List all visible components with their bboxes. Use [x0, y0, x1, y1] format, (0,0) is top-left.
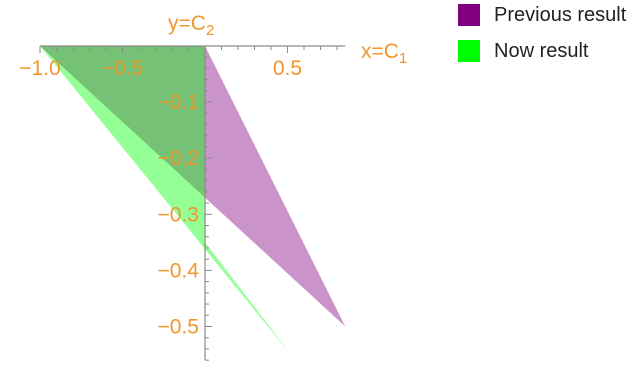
y-tick-label: −0.5 — [158, 316, 199, 339]
legend-label-now-result: Now result — [494, 39, 589, 62]
region-now-result — [40, 46, 291, 355]
y-axis-label: y=C2 — [168, 12, 214, 39]
x-tick-label: −1.0 — [19, 57, 60, 80]
legend-item-now-result: Now result — [458, 36, 626, 66]
legend-swatch-previous-result — [458, 4, 480, 26]
legend: Previous result Now result — [458, 0, 626, 72]
x-axis-label: x=C1 — [361, 40, 407, 67]
tick-layer — [39, 46, 338, 361]
region-plot: −1.0 −0.5 0.5 −0.1 −0.2 −0.3 −0.4 −0.5 y=C2 x=C1 — [19, 12, 407, 361]
y-tick-label: −0.3 — [158, 203, 199, 226]
x-tick-label: −0.5 — [102, 57, 143, 80]
y-tick-label: −0.4 — [158, 259, 200, 282]
legend-item-previous-result: Previous result — [458, 0, 626, 30]
legend-swatch-now-result — [458, 40, 480, 62]
y-tick-label: −0.1 — [158, 91, 199, 114]
y-tick-label: −0.2 — [158, 147, 199, 170]
legend-label-previous-result: Previous result — [494, 3, 627, 26]
region-layer — [40, 46, 346, 355]
x-tick-label: 0.5 — [273, 57, 302, 80]
region-previous-result — [40, 46, 346, 327]
label-layer: −1.0 −0.5 0.5 −0.1 −0.2 −0.3 −0.4 −0.5 y=C2 x=C1 — [19, 12, 407, 339]
